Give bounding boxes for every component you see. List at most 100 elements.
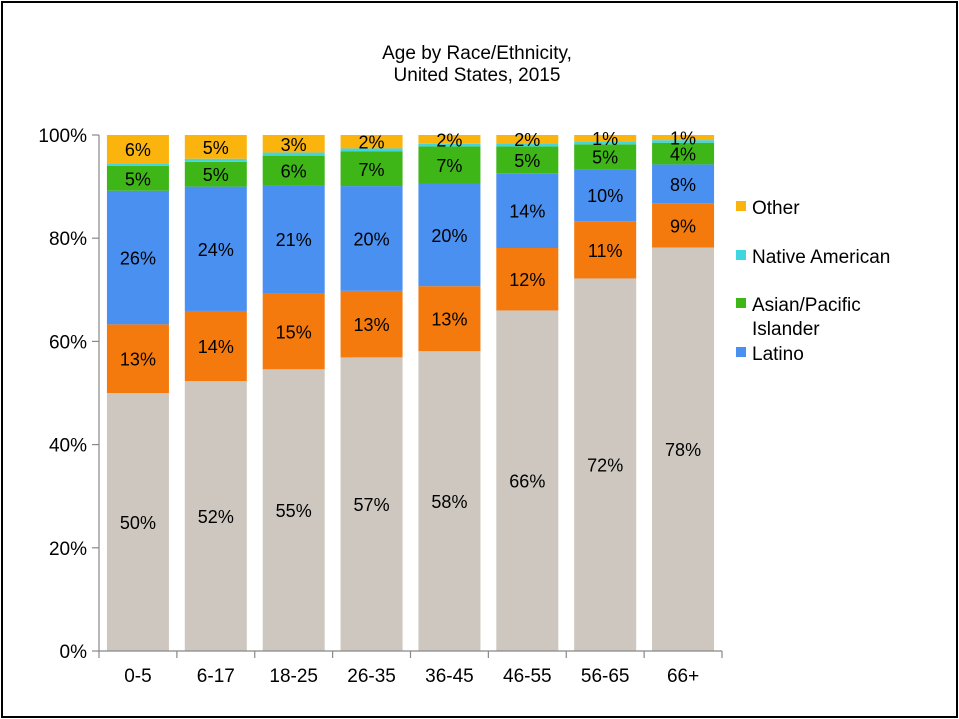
x-tick-label: 56-65 — [581, 666, 630, 687]
bar-segment — [574, 278, 637, 651]
bar-data-label: 20% — [431, 226, 467, 246]
bar-segment — [184, 186, 247, 311]
bar-data-label: 5% — [592, 148, 618, 168]
bar-segment — [418, 286, 481, 352]
bar-data-label: 12% — [509, 270, 545, 290]
y-tick-label: 80% — [49, 229, 87, 250]
bar-data-label: 13% — [120, 350, 156, 370]
bar-segment — [262, 185, 325, 294]
bar-data-label: 5% — [203, 165, 229, 185]
bar-segment — [106, 165, 169, 191]
bar-segment — [262, 293, 325, 370]
bar-data-label: 15% — [276, 322, 312, 342]
bar-data-label: 3% — [281, 135, 307, 155]
bar-segment — [106, 324, 169, 393]
bar-data-label: 13% — [431, 310, 467, 330]
bar-segment — [340, 357, 403, 651]
bar-segment — [574, 135, 637, 142]
x-tick-label: 26-35 — [347, 666, 396, 687]
bar-segment — [418, 183, 481, 287]
x-tick-label: 36-45 — [425, 666, 474, 687]
bar-segment — [262, 135, 325, 153]
bar-segment — [652, 203, 715, 248]
x-tick-label: 46-55 — [503, 666, 552, 687]
bar-segment — [496, 146, 559, 174]
bar-data-label: 20% — [354, 229, 390, 249]
bar-data-label: 55% — [276, 501, 312, 521]
bar-segment — [574, 169, 637, 222]
bar-data-label: 1% — [592, 129, 618, 149]
bar-segment — [340, 186, 403, 291]
bar-data-label: 72% — [587, 456, 623, 476]
bar-data-label: 2% — [514, 130, 540, 150]
bar-segment — [340, 290, 403, 358]
bar-segment — [184, 310, 247, 382]
bar-segment — [574, 141, 637, 145]
bar-data-label: 2% — [359, 133, 385, 153]
bar-segment — [262, 369, 325, 651]
bar-data-label: 6% — [281, 161, 307, 181]
bar-segment — [262, 152, 325, 156]
bar-segment — [652, 247, 715, 651]
bar-data-label: 7% — [436, 156, 462, 176]
bar-data-label: 58% — [431, 492, 467, 512]
y-tick-label: 40% — [49, 436, 87, 457]
bar-segment — [184, 135, 247, 159]
bar-segment — [106, 135, 169, 164]
axes: 0% 20% 40% 60% 80% 100% 0-5 6-17 18-25 26-35 36-45… — [38, 126, 723, 687]
bar-data-label: 5% — [514, 151, 540, 171]
legend-swatch — [736, 201, 746, 211]
bar-data-label: 13% — [354, 315, 390, 335]
legend-swatch — [736, 347, 746, 357]
legend: Other Native American Asian/Pacific Islande… — [736, 198, 890, 365]
bar-data-label: 6% — [125, 140, 151, 160]
y-tick-label: 20% — [49, 539, 87, 560]
bar-segment — [652, 135, 715, 141]
legend-label: Latino — [752, 344, 804, 365]
bar-segment — [340, 135, 403, 149]
bar-segment — [418, 351, 481, 651]
bar-segment — [262, 155, 325, 186]
bar-data-label: 66% — [509, 472, 545, 492]
bar-segment — [496, 173, 559, 249]
bar-data-label: 5% — [203, 138, 229, 158]
bar-data-label: 10% — [587, 186, 623, 206]
bar-data-label: 1% — [670, 129, 696, 149]
bar-data-label: 4% — [670, 145, 696, 165]
bar-segment — [184, 381, 247, 651]
legend-label: Asian/Pacific — [752, 295, 861, 316]
bar-segment — [340, 151, 403, 187]
bar-data-label: 50% — [120, 513, 156, 533]
legend-swatch — [736, 250, 746, 260]
bar-segment — [106, 163, 169, 166]
bar-data-label: 8% — [670, 175, 696, 195]
bar-segment — [652, 140, 715, 143]
x-tick-label: 0-5 — [124, 666, 151, 687]
chart-title-line: Age by Race/Ethnicity, — [382, 43, 572, 64]
y-tick-label: 100% — [38, 126, 87, 147]
legend-label: Other — [752, 198, 800, 219]
bar-segment — [340, 148, 403, 152]
bar-data-label: 14% — [509, 202, 545, 222]
bar-segment — [418, 146, 481, 184]
chart-title: Age by Race/Ethnicity,United States, 201… — [382, 43, 572, 86]
bar-data-label: 21% — [276, 230, 312, 250]
bar-segment — [652, 164, 715, 204]
bar-data-label: 26% — [120, 249, 156, 269]
bar-segment — [496, 310, 559, 651]
bar-data-label: 14% — [198, 337, 234, 357]
chart-title-line: United States, 2015 — [394, 65, 561, 86]
bar-segment — [496, 135, 559, 144]
bar-segment — [418, 135, 481, 144]
bar-segment — [184, 158, 247, 162]
bar-segment — [106, 190, 169, 325]
y-tick-label: 60% — [49, 332, 87, 353]
x-tick-label: 6-17 — [197, 666, 235, 687]
bar-segment — [574, 144, 637, 170]
legend-label: Islander — [752, 319, 820, 340]
bar-data-label: 5% — [125, 169, 151, 189]
bar-segment — [652, 142, 715, 165]
bar-segment — [496, 143, 559, 147]
bar-data-label: 52% — [198, 507, 234, 527]
